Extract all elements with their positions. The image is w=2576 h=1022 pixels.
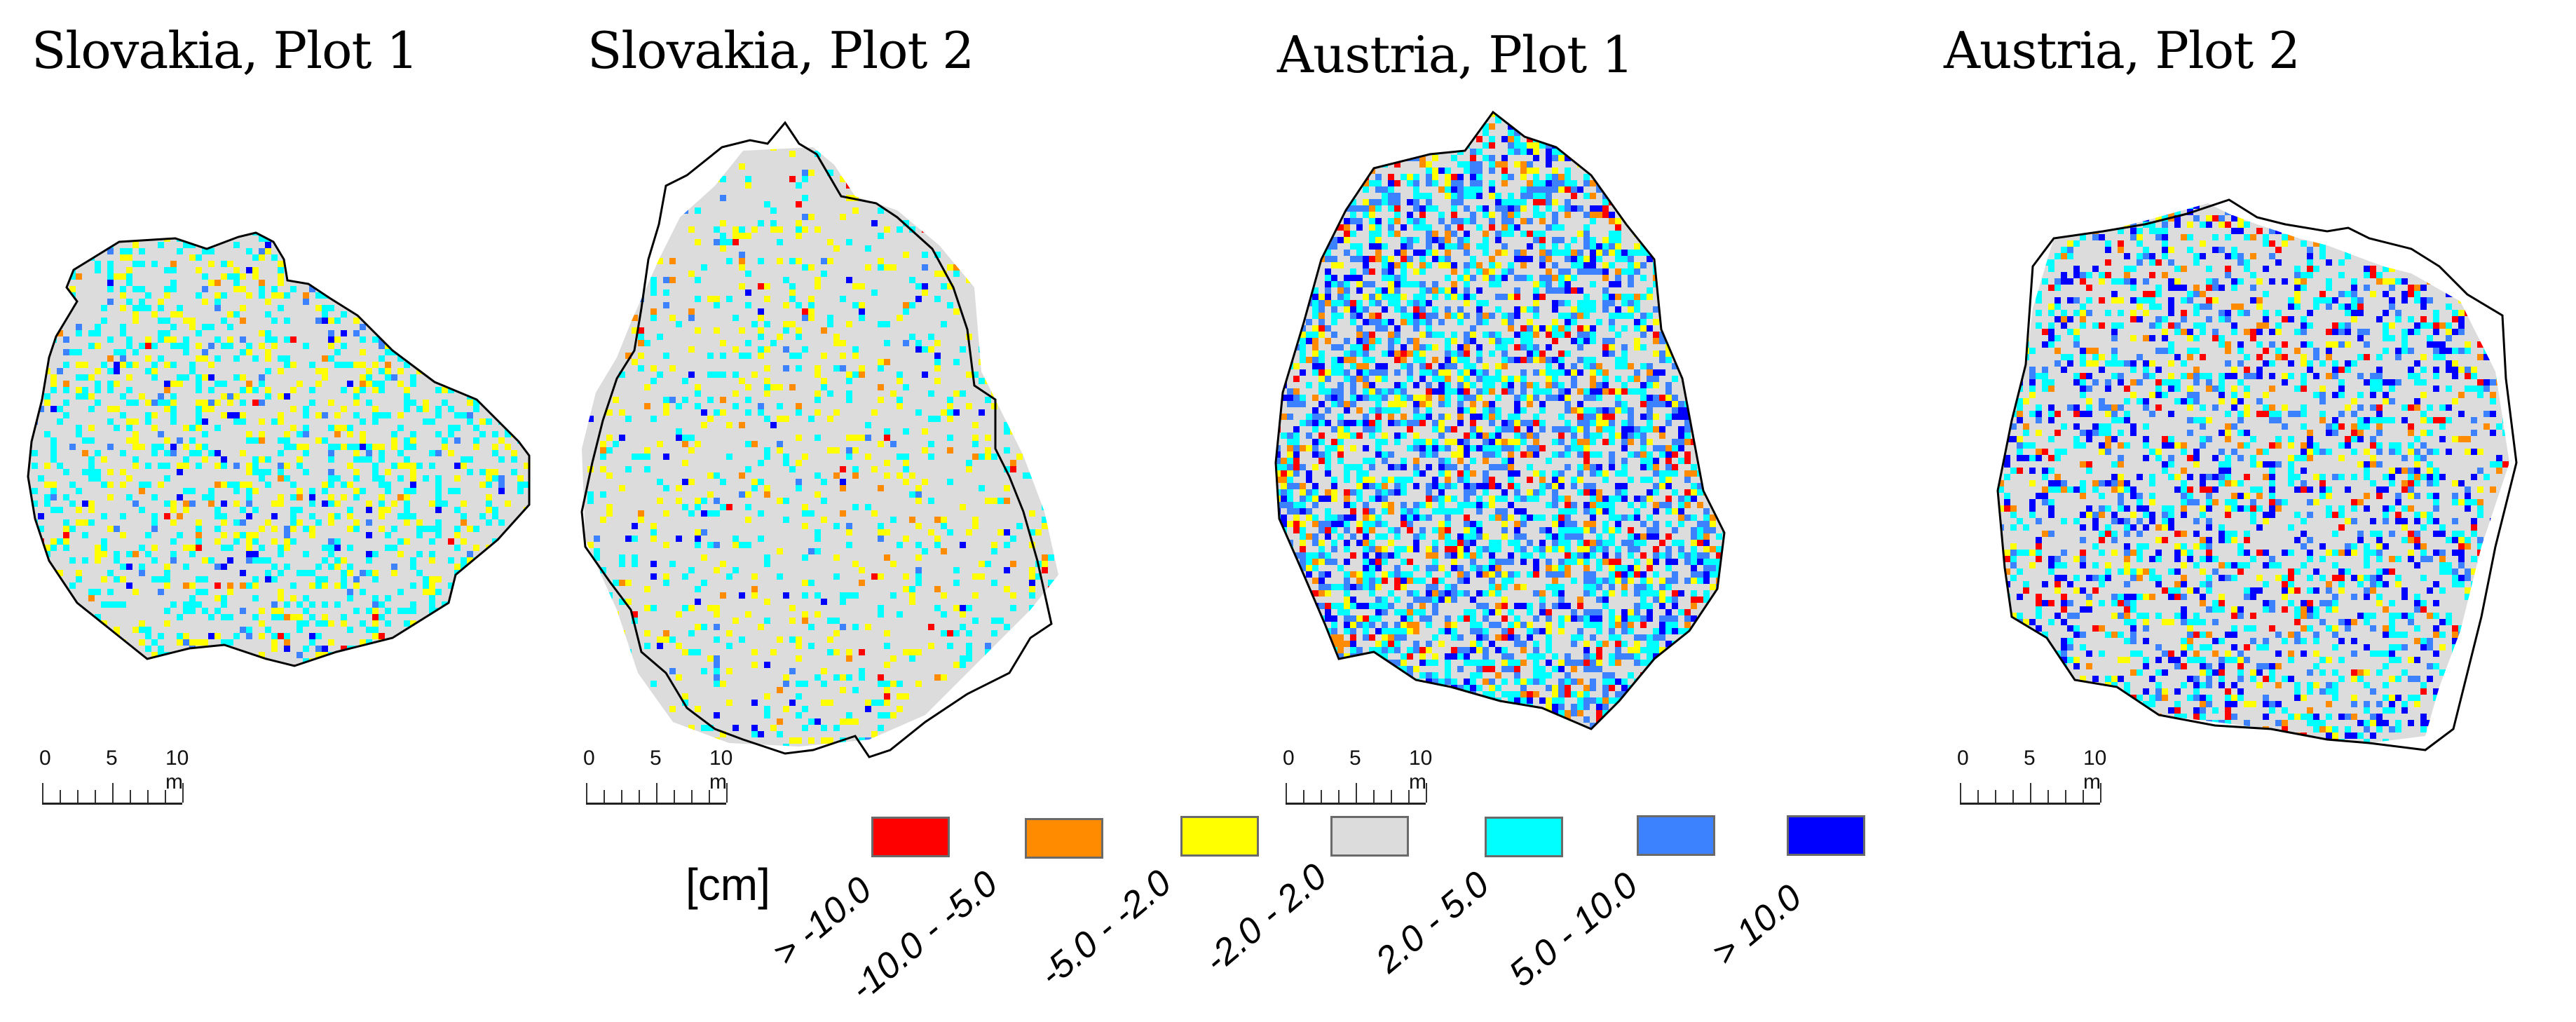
scale-label-10: 10 m: [165, 747, 189, 793]
scale-tick: [656, 783, 657, 803]
scale-tick: [1977, 790, 1979, 803]
plot-title-austria-1: Austria, Plot 1: [1277, 25, 1634, 84]
scale-tick: [182, 783, 184, 803]
scale-bar: 0 5 10 m: [39, 747, 200, 810]
scale-label-5: 5: [1349, 747, 1361, 770]
scale-bar-line: [42, 783, 184, 805]
scale-tick: [2100, 783, 2101, 803]
scale-bar: 0 5 10 m: [1957, 747, 2118, 810]
plot-raster: [27, 231, 531, 667]
legend-label: -10.0 - -5.0: [843, 863, 1006, 1009]
scale-tick: [586, 783, 587, 803]
scale-bar-line: [586, 783, 728, 805]
scale-label-5: 5: [2024, 747, 2036, 770]
scale-tick: [674, 790, 675, 803]
scale-tick: [165, 790, 166, 803]
scale-tick: [2012, 790, 2014, 803]
scale-tick: [1408, 790, 1410, 803]
legend-label: -5.0 - -2.0: [1032, 861, 1180, 995]
scale-tick: [1391, 790, 1392, 803]
scale-tick: [1960, 783, 1961, 803]
scale-tick: [621, 790, 622, 803]
plot-title-austria-2: Austria, Plot 2: [1944, 21, 2301, 80]
legend-label: 2.0 - 5.0: [1368, 864, 1497, 981]
scale-tick: [1995, 790, 1996, 803]
legend-swatch-minus2-2: [1330, 816, 1409, 857]
scale-label-0: 0: [1283, 747, 1295, 770]
scale-bar: 0 5 10 m: [583, 747, 744, 810]
scale-tick: [1321, 790, 1322, 803]
map-austria-plot-2: [1935, 196, 2565, 771]
scale-tick: [147, 790, 149, 803]
scale-label-0: 0: [583, 747, 595, 770]
scale-tick: [2065, 790, 2066, 803]
map-austria-plot-1: [1262, 98, 1907, 757]
scale-tick: [691, 790, 693, 803]
legend-swatch-lt-minus10: [871, 817, 950, 857]
legend-swatch-5-10: [1637, 815, 1715, 856]
scale-tick: [112, 783, 114, 803]
plot-raster: [580, 121, 1058, 758]
scale-tick: [709, 790, 710, 803]
legend-swatch-gt-10: [1787, 815, 1865, 856]
scale-tick: [2030, 783, 2031, 803]
scale-label-10: 10 m: [1409, 747, 1433, 793]
scale-bar-line: [1960, 783, 2101, 805]
scale-tick: [60, 790, 61, 803]
scale-tick: [42, 783, 43, 803]
legend-swatch-2-5: [1485, 817, 1563, 857]
scale-tick: [1426, 783, 1427, 803]
map-slovakia-plot-1: [0, 210, 561, 771]
scale-tick: [1338, 790, 1340, 803]
scale-tick: [95, 790, 96, 803]
scale-tick: [2047, 790, 2049, 803]
scale-tick: [2083, 790, 2084, 803]
map-slovakia-plot-2: [575, 119, 1206, 771]
legend-label: > -10.0: [765, 868, 880, 974]
legend-label: -2.0 - 2.0: [1197, 856, 1335, 981]
scale-tick: [1303, 790, 1304, 803]
scale-tick: [639, 790, 640, 803]
scale-tick: [726, 783, 728, 803]
legend-label: > 10.0: [1705, 876, 1810, 974]
plot-title-slovakia-1: Slovakia, Plot 1: [32, 21, 418, 80]
scale-label-0: 0: [1957, 747, 1969, 770]
scale-tick: [130, 790, 131, 803]
plot-raster: [1996, 198, 2518, 751]
legend-unit: [cm]: [686, 859, 770, 910]
scale-label-5: 5: [650, 747, 662, 770]
scale-bar-line: [1286, 783, 1427, 805]
scale-bar: 0 5 10 m: [1283, 747, 1444, 810]
scale-tick: [1373, 790, 1375, 803]
legend-swatch-minus10-minus5: [1025, 818, 1103, 859]
scale-label-10: 10 m: [2083, 747, 2107, 793]
legend-swatch-minus5-minus2: [1180, 816, 1259, 857]
scale-tick: [1356, 783, 1357, 803]
legend-label: 5.0 - 10.0: [1501, 864, 1646, 995]
scale-tick: [1286, 783, 1287, 803]
scale-label-0: 0: [39, 747, 51, 770]
plot-raster: [1274, 110, 1726, 730]
scale-tick: [77, 790, 79, 803]
scale-label-10: 10 m: [709, 747, 733, 793]
scale-tick: [604, 790, 605, 803]
scale-label-5: 5: [106, 747, 118, 770]
plot-title-slovakia-2: Slovakia, Plot 2: [587, 21, 974, 80]
